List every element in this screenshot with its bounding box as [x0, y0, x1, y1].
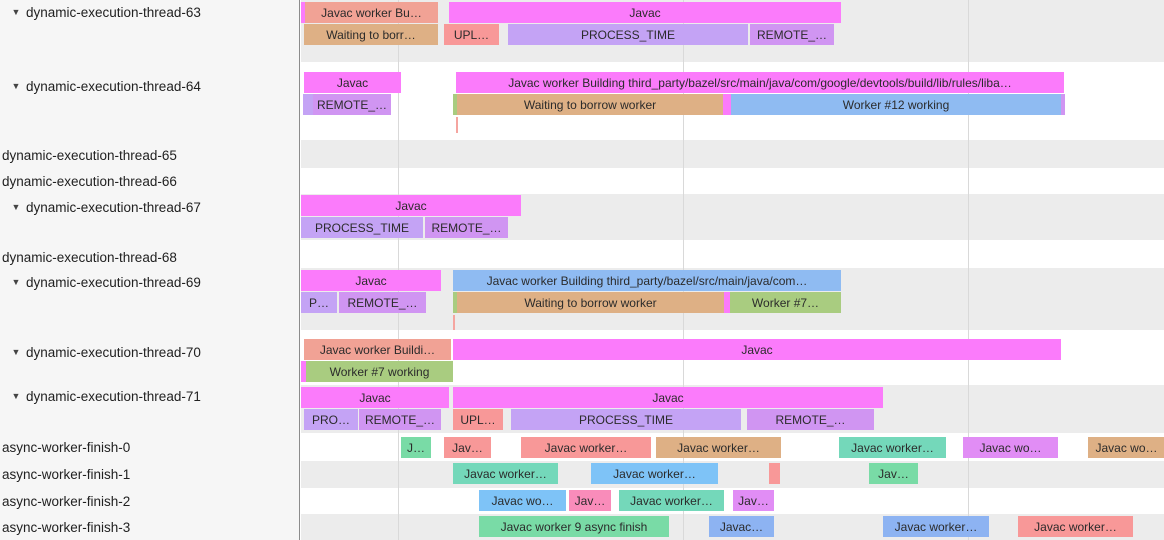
track-label-text: dynamic-execution-thread-63	[26, 4, 201, 20]
track-label-dynamic-execution-thread-63[interactable]: ▼ dynamic-execution-thread-63	[0, 2, 201, 22]
timeline-bar[interactable]: Jav…	[569, 490, 611, 511]
timeline-bar[interactable]: Javac worker Building third_party/bazel/…	[453, 270, 841, 291]
timeline-bar[interactable]: Javac worker…	[656, 437, 781, 458]
track-label-text: async-worker-finish-0	[2, 439, 131, 455]
track-label-dynamic-execution-thread-68[interactable]: dynamic-execution-thread-68	[0, 247, 177, 267]
timeline-bar[interactable]: Javac wo…	[479, 490, 566, 511]
timeline-bar[interactable]: Javac	[453, 339, 1061, 360]
track-label-dynamic-execution-thread-71[interactable]: ▼ dynamic-execution-thread-71	[0, 386, 201, 406]
track-name-sidebar: ▼ dynamic-execution-thread-63 ▼ dynamic-exe…	[0, 0, 300, 540]
timeline-bar[interactable]: UPL…	[444, 24, 499, 45]
timeline-bar[interactable]: Javac	[449, 2, 841, 23]
track-label-text: async-worker-finish-1	[2, 466, 131, 482]
timeline-bar[interactable]: Javac worker…	[619, 490, 724, 511]
timeline-bar[interactable]: Worker #7…	[730, 292, 841, 313]
timeline-bar[interactable]: PROCESS_TIME	[301, 217, 423, 238]
timeline-bar[interactable]: REMOTE_…	[359, 409, 441, 430]
track-label-async-worker-finish-3[interactable]: async-worker-finish-3	[0, 517, 130, 537]
timeline-bar[interactable]: Javac	[301, 195, 521, 216]
timeline-bar[interactable]: Waiting to borr…	[304, 24, 438, 45]
timeline-bar[interactable]: Jav…	[869, 463, 918, 484]
track-label-text: dynamic-execution-thread-71	[26, 388, 201, 404]
collapse-triangle-icon[interactable]: ▼	[11, 277, 21, 287]
timeline-bar[interactable]: Javac wo…	[1088, 437, 1164, 458]
timeline-bar[interactable]: REMOTE_…	[750, 24, 834, 45]
track-label-text: dynamic-execution-thread-66	[2, 173, 177, 189]
timeline-bar[interactable]: Javac	[304, 72, 401, 93]
timeline-bar[interactable]: Javac worker Building third_party/bazel/…	[456, 72, 1064, 93]
timeline-bar[interactable]	[301, 361, 306, 382]
timeline-bar[interactable]: Worker #12 working	[731, 94, 1061, 115]
instant-event-tick[interactable]	[456, 117, 458, 133]
timeline-bar[interactable]: Javac worker Buildi…	[304, 339, 451, 360]
instant-event-tick[interactable]	[453, 315, 455, 330]
track-stripe	[301, 461, 1164, 488]
track-label-text: dynamic-execution-thread-68	[2, 249, 177, 265]
collapse-triangle-icon[interactable]: ▼	[11, 391, 21, 401]
track-label-text: dynamic-execution-thread-69	[26, 274, 201, 290]
timeline-bar[interactable]: Javac worker…	[839, 437, 946, 458]
timeline-bar[interactable]: Javac	[301, 270, 441, 291]
timeline-bar[interactable]	[1061, 94, 1065, 115]
track-label-dynamic-execution-thread-69[interactable]: ▼ dynamic-execution-thread-69	[0, 272, 201, 292]
timeline-bar[interactable]: REMOTE_…	[313, 94, 391, 115]
timeline-bar[interactable]	[453, 292, 457, 313]
timeline-bar[interactable]: Javac worker Bu…	[305, 2, 438, 23]
timeline-bar[interactable]: PROCESS_TIME	[508, 24, 748, 45]
timeline-bar[interactable]: PROCESS_TIME	[511, 409, 741, 430]
timeline-bar[interactable]: REMOTE_…	[425, 217, 508, 238]
timeline-bar[interactable]: PRO…	[304, 409, 358, 430]
track-label-dynamic-execution-thread-70[interactable]: ▼ dynamic-execution-thread-70	[0, 342, 201, 362]
track-label-text: dynamic-execution-thread-64	[26, 78, 201, 94]
track-label-dynamic-execution-thread-67[interactable]: ▼ dynamic-execution-thread-67	[0, 197, 201, 217]
timeline-bar[interactable]: Javac	[301, 387, 449, 408]
timeline-bar[interactable]: Javac…	[709, 516, 774, 537]
track-label-async-worker-finish-1[interactable]: async-worker-finish-1	[0, 464, 130, 484]
timeline-bar[interactable]	[769, 463, 780, 484]
track-label-text: dynamic-execution-thread-67	[26, 199, 201, 215]
timeline-bar[interactable]: Javac worker…	[521, 437, 651, 458]
collapse-triangle-icon[interactable]: ▼	[11, 7, 21, 17]
timeline-bar[interactable]	[723, 94, 731, 115]
time-gridline	[968, 0, 969, 540]
track-label-async-worker-finish-2[interactable]: async-worker-finish-2	[0, 491, 130, 511]
timeline-bar[interactable]: Javac	[453, 387, 883, 408]
track-label-text: async-worker-finish-3	[2, 519, 131, 535]
timeline-bar[interactable]: Jav…	[444, 437, 491, 458]
track-label-dynamic-execution-thread-65[interactable]: dynamic-execution-thread-65	[0, 145, 177, 165]
timeline-bar[interactable]: Javac worker 9 async finish	[479, 516, 669, 537]
collapse-triangle-icon[interactable]: ▼	[11, 81, 21, 91]
timeline-bar[interactable]: Javac worker…	[591, 463, 718, 484]
timeline-bar[interactable]: Worker #7 working	[306, 361, 453, 382]
timeline-bar[interactable]: Javac worker…	[883, 516, 989, 537]
timeline-bar[interactable]	[453, 94, 457, 115]
timeline-bar[interactable]: Javac worker…	[1018, 516, 1133, 537]
timeline-bar[interactable]: REMOTE_…	[747, 409, 874, 430]
timeline-bar[interactable]: REMOTE_…	[339, 292, 426, 313]
timeline-bar[interactable]: Javac wo…	[963, 437, 1058, 458]
timeline-bar[interactable]	[303, 94, 313, 115]
track-label-async-worker-finish-0[interactable]: async-worker-finish-0	[0, 437, 130, 457]
track-label-dynamic-execution-thread-64[interactable]: ▼ dynamic-execution-thread-64	[0, 76, 201, 96]
timeline-bar[interactable]	[724, 292, 730, 313]
timeline-bar[interactable]	[301, 2, 305, 23]
timeline-bar[interactable]: P…	[301, 292, 337, 313]
track-label-text: dynamic-execution-thread-65	[2, 147, 177, 163]
track-label-text: dynamic-execution-thread-70	[26, 344, 201, 360]
timeline-bar[interactable]: Waiting to borrow worker	[457, 94, 723, 115]
track-stripe	[301, 140, 1164, 168]
track-label-text: async-worker-finish-2	[2, 493, 131, 509]
collapse-triangle-icon[interactable]: ▼	[11, 347, 21, 357]
timeline-bar[interactable]: J…	[401, 437, 431, 458]
timeline: Javac worker Bu… Javac Waiting to borr… UPL…	[301, 0, 1164, 540]
collapse-triangle-icon[interactable]: ▼	[11, 202, 21, 212]
timeline-bar[interactable]: UPL…	[453, 409, 503, 430]
timeline-bar[interactable]: Waiting to borrow worker	[457, 292, 724, 313]
track-label-dynamic-execution-thread-66[interactable]: dynamic-execution-thread-66	[0, 171, 177, 191]
timeline-bar[interactable]: Jav…	[733, 490, 774, 511]
timeline-bar[interactable]: Javac worker…	[453, 463, 558, 484]
